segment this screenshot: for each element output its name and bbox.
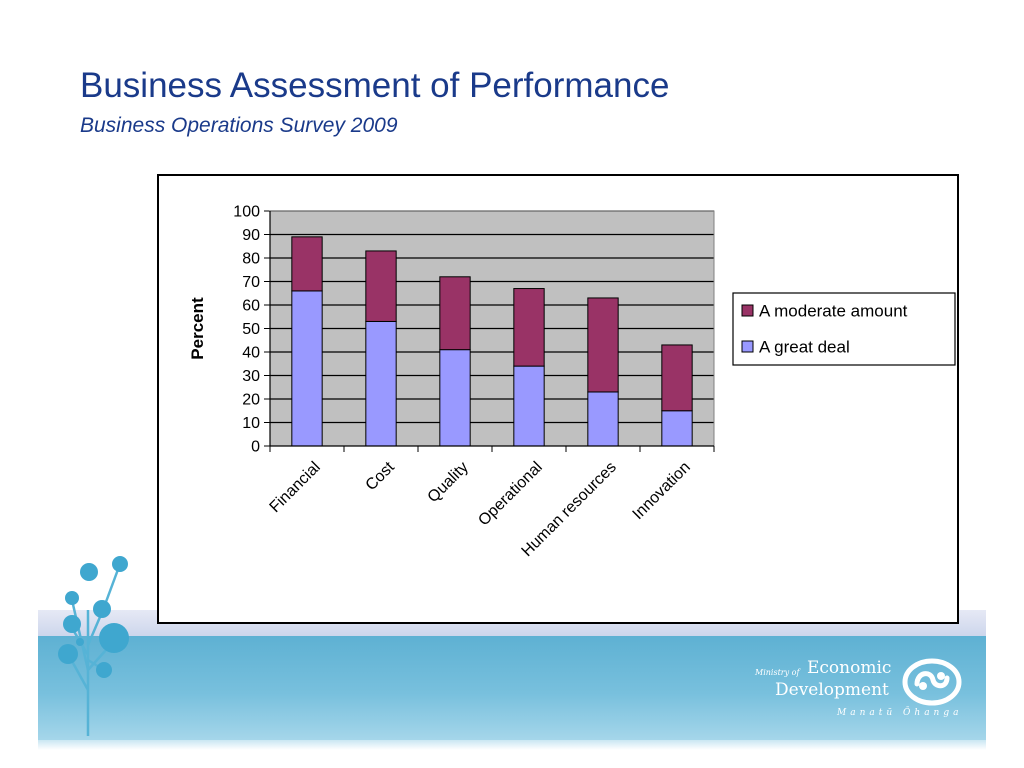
legend-box (732, 292, 956, 366)
logo-economic: Economic (807, 658, 892, 678)
stacked-bar-chart: 0 10 20 30 40 50 60 70 80 90 100 Financial Cost Quali… (188, 204, 956, 560)
y-tick-label: 10 (242, 415, 260, 432)
legend-swatch-great-deal (741, 340, 754, 353)
bar-great-deal (661, 410, 693, 447)
chart-frame: 0 10 20 30 40 50 60 70 80 90 100 Financial Cost Quali… (157, 174, 959, 624)
koru-icon (902, 658, 962, 706)
legend-label: A great deal (759, 338, 850, 357)
x-category-label: Cost (363, 458, 399, 494)
logo-ministry-of: Ministry of (755, 668, 800, 677)
y-tick-label: 90 (242, 227, 260, 244)
bar-moderate-amount (513, 288, 545, 367)
ministry-logo: Ministry of Economic Development Manatū … (755, 654, 967, 724)
y-tick-label: 50 (242, 321, 260, 338)
x-category-label: Financial (267, 459, 324, 516)
y-tick-label: 80 (242, 251, 260, 268)
logo-maori-name: Manatū Ōhanga (837, 708, 963, 718)
bar-great-deal (587, 391, 619, 447)
bar-moderate-amount (661, 344, 693, 412)
x-category-label: Quality (425, 459, 472, 506)
y-tick-label: 70 (242, 274, 260, 291)
slide-title: Business Assessment of Performance (80, 66, 670, 105)
bar-great-deal (365, 320, 397, 447)
logo-development: Development (775, 680, 889, 700)
legend-label: A moderate amount (759, 302, 908, 321)
y-axis-title: Percent (188, 297, 207, 360)
x-category-label: Operational (475, 459, 546, 530)
x-category-label: Innovation (630, 459, 694, 523)
y-tick-label: 100 (233, 204, 260, 221)
y-tick-label: 60 (242, 298, 260, 315)
bar-moderate-amount (291, 236, 323, 292)
y-tick-label: 30 (242, 368, 260, 385)
legend-swatch-moderate-amount (741, 304, 754, 317)
bar-moderate-amount (439, 276, 471, 351)
footer-band (38, 636, 986, 740)
slide-subtitle: Business Operations Survey 2009 (80, 114, 398, 137)
y-tick-label: 0 (251, 439, 260, 456)
footer-band-fade (38, 740, 986, 750)
bar-great-deal (439, 349, 471, 447)
bar-moderate-amount (365, 250, 397, 322)
tree-icon (58, 556, 129, 736)
bar-great-deal (513, 365, 545, 447)
bar-great-deal (291, 290, 323, 447)
bar-moderate-amount (587, 297, 619, 393)
y-tick-label: 20 (242, 392, 260, 409)
y-tick-label: 40 (242, 345, 260, 362)
